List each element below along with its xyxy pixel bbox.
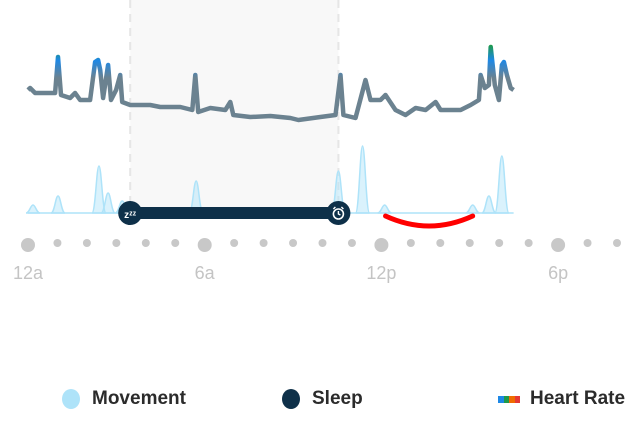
hour-marker-major <box>21 238 35 252</box>
legend-heart-rate: Heart Rate <box>498 388 625 410</box>
hour-marker-major <box>197 238 212 252</box>
legend-label: Movement <box>92 388 186 409</box>
hour-marker <box>141 239 150 247</box>
heart-rate-line <box>26 44 515 123</box>
x-tick-label: 12a <box>13 263 44 283</box>
legend-movement: Movement <box>62 388 186 410</box>
alarm-clock-icon <box>332 208 345 220</box>
movement-peak <box>377 204 392 214</box>
hour-marker <box>289 239 298 247</box>
hour-marker <box>53 239 62 247</box>
movement-peak <box>465 204 480 214</box>
movement-peak <box>494 155 510 214</box>
hour-marker <box>436 239 445 247</box>
activity-curve <box>383 213 476 229</box>
movement-peak <box>50 195 66 214</box>
alarm-clock-hands <box>332 206 344 216</box>
movement-peak <box>100 192 116 214</box>
legend-label: Sleep <box>312 388 363 409</box>
x-tick-label: 12p <box>366 263 396 283</box>
sleep-swatch <box>282 389 300 409</box>
hour-marker <box>347 239 356 247</box>
movement-peak <box>481 195 497 214</box>
sleep-start-handle <box>118 201 143 225</box>
hour-marker <box>465 239 474 247</box>
legend-sleep: Sleep <box>282 388 363 410</box>
zzz-icon: zᶻᶻ <box>124 210 137 221</box>
hour-marker <box>583 239 592 247</box>
hour-marker <box>613 239 621 247</box>
hour-marker <box>230 239 239 247</box>
x-tick-label: 6p <box>548 263 568 283</box>
sleep-activity-chart: zᶻᶻ 12a 6a 12p 6p <box>13 0 621 283</box>
hour-marker <box>171 239 180 247</box>
hour-marker <box>112 239 121 247</box>
heart-rate-swatch <box>498 395 520 403</box>
hour-marker-major <box>551 238 566 252</box>
hour-marker <box>406 239 415 247</box>
hour-marker-major <box>374 238 389 252</box>
movement-swatch <box>62 389 80 409</box>
hour-marker <box>495 239 504 247</box>
hour-marker <box>524 239 533 247</box>
movement-peak <box>25 204 41 214</box>
x-tick-label: 6a <box>195 263 216 283</box>
movement-peak <box>354 145 371 214</box>
legend-label: Heart Rate <box>530 388 626 409</box>
hour-marker <box>318 239 327 247</box>
hour-marker <box>259 239 268 247</box>
hour-marker <box>82 239 91 247</box>
